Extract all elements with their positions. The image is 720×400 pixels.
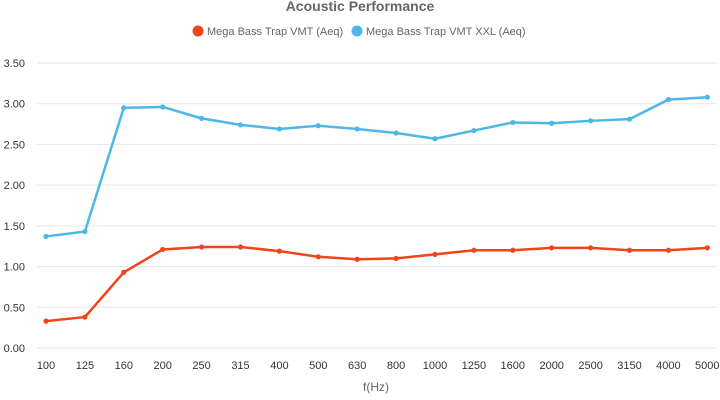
- x-tick-label: 500: [309, 360, 327, 372]
- y-tick-label: 2.00: [4, 180, 25, 192]
- series-1: [43, 244, 710, 324]
- data-point: [665, 97, 672, 103]
- series-2: [43, 94, 710, 240]
- x-tick-label: 5000: [695, 360, 719, 372]
- data-point: [393, 130, 399, 136]
- x-tick-label: 250: [192, 360, 210, 372]
- x-tick-label: 160: [115, 360, 133, 372]
- y-tick-label: 3.00: [4, 99, 25, 111]
- x-tick-label: 1000: [423, 360, 447, 372]
- x-tick-label: 200: [154, 360, 172, 372]
- data-point: [199, 115, 205, 121]
- y-tick-label: 0.50: [4, 302, 25, 314]
- data-point: [82, 228, 88, 235]
- data-point: [199, 244, 205, 250]
- x-tick-label: 400: [270, 360, 288, 372]
- data-point: [82, 314, 88, 320]
- x-tick-label: 315: [231, 360, 249, 372]
- data-point: [121, 105, 127, 111]
- data-point: [237, 122, 244, 128]
- legend: Mega Bass Trap VMT (Aeq) Mega Bass Trap V…: [192, 25, 526, 38]
- data-point: [549, 245, 555, 251]
- x-tick-label: 1600: [501, 360, 525, 372]
- legend-item: Mega Bass Trap VMT (Aeq): [192, 25, 343, 38]
- legend-label: Mega Bass Trap VMT (Aeq): [207, 26, 343, 38]
- data-point: [432, 136, 438, 142]
- data-point: [704, 94, 710, 100]
- x-tick-label: 630: [348, 360, 366, 372]
- series-line: [45, 245, 708, 323]
- data-point: [237, 244, 244, 250]
- data-point: [510, 247, 516, 253]
- y-tick-label: 0.00: [4, 343, 25, 355]
- data-point: [626, 116, 633, 122]
- data-point: [471, 247, 477, 253]
- data-point: [704, 245, 710, 251]
- legend-label: Mega Bass Trap VMT XXL (Aeq): [366, 26, 526, 38]
- data-point: [665, 247, 672, 253]
- y-axis-ticks: 0.00 0.50 1.00 1.50 2.00 2.50 3.00 3.50: [4, 58, 25, 355]
- data-point: [354, 256, 360, 262]
- y-tick-label: 2.50: [4, 139, 25, 151]
- data-point: [510, 119, 516, 126]
- y-tick-label: 3.50: [4, 58, 25, 70]
- x-tick-label: 100: [37, 360, 55, 372]
- x-tick-label: 3150: [617, 360, 641, 372]
- data-point: [276, 126, 282, 132]
- data-point: [588, 245, 594, 251]
- x-tick-label: 125: [76, 360, 94, 372]
- data-point: [432, 251, 438, 257]
- grid: [37, 62, 716, 349]
- data-point: [588, 118, 594, 124]
- x-tick-label: 4000: [656, 360, 680, 372]
- chart-title: Acoustic Performance: [286, 0, 435, 14]
- data-point: [160, 104, 166, 110]
- data-point: [354, 126, 360, 132]
- legend-item: Mega Bass Trap VMT XXL (Aeq): [351, 25, 526, 38]
- series-layer: [43, 94, 710, 324]
- data-point: [276, 248, 282, 254]
- data-point: [393, 255, 399, 262]
- x-axis-ticks: 100 125 160 200 250 315 400 500 630 800 1000 1250 16…: [37, 360, 720, 372]
- series-line: [45, 95, 708, 238]
- data-point: [626, 247, 633, 253]
- data-point: [43, 318, 49, 324]
- x-tick-label: 1250: [462, 360, 486, 372]
- data-point: [471, 127, 477, 134]
- y-tick-label: 1.50: [4, 221, 25, 233]
- legend-marker: [192, 25, 204, 37]
- y-tick-label: 1.00: [4, 262, 25, 274]
- legend-marker: [351, 25, 363, 37]
- data-point: [160, 246, 166, 253]
- x-tick-label: 2000: [539, 360, 563, 372]
- data-point: [43, 233, 49, 240]
- data-point: [121, 269, 127, 275]
- data-point: [315, 254, 321, 260]
- x-axis-label: f(Hz): [363, 380, 389, 394]
- data-point: [315, 123, 321, 129]
- x-tick-label: 800: [387, 360, 405, 372]
- data-point: [549, 120, 555, 126]
- x-tick-label: 2500: [578, 360, 602, 372]
